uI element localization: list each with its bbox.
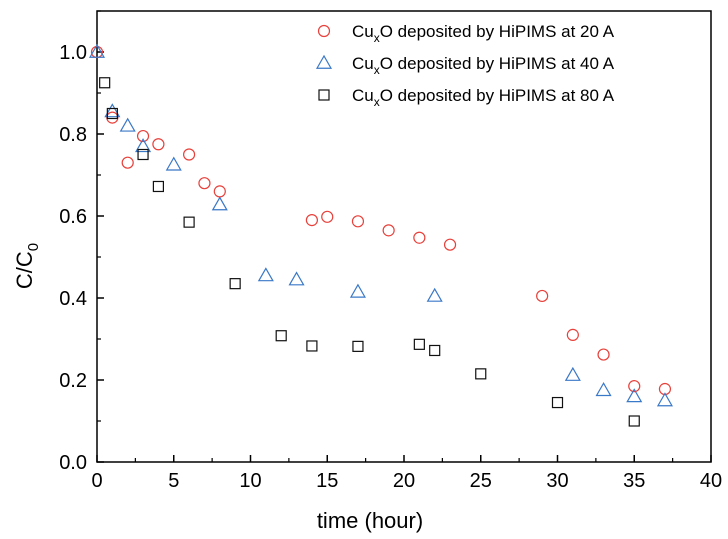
y-axis-title-main: C/C bbox=[12, 251, 37, 289]
data-point-triangle bbox=[119, 117, 136, 132]
data-point-square bbox=[306, 340, 318, 352]
data-point-circle bbox=[106, 111, 119, 124]
axis-ticks bbox=[96, 10, 712, 463]
y-tick-label: 0.4 bbox=[59, 288, 87, 310]
x-tick-label: 30 bbox=[546, 470, 568, 492]
data-point-circle bbox=[628, 380, 641, 393]
data-point-square bbox=[551, 396, 564, 409]
x-tick-label: 25 bbox=[470, 470, 492, 492]
data-markers bbox=[88, 43, 673, 427]
data-point-square bbox=[137, 148, 149, 161]
legend-marker-triangle bbox=[315, 54, 333, 69]
data-point-square bbox=[152, 180, 164, 193]
legend-label-part: O deposited by HiPIMS at 20 A bbox=[380, 22, 615, 41]
y-tick-label: 0.0 bbox=[59, 452, 87, 474]
data-point-triangle bbox=[211, 196, 228, 211]
series-triangle bbox=[88, 43, 673, 407]
y-tick-label: 1.0 bbox=[59, 42, 87, 64]
x-tick-label: 35 bbox=[623, 470, 645, 492]
data-point-circle bbox=[183, 148, 196, 161]
data-point-square bbox=[628, 415, 640, 427]
data-point-triangle bbox=[595, 382, 612, 397]
x-tick-label: 0 bbox=[91, 470, 102, 492]
data-point-square bbox=[275, 330, 287, 342]
data-point-triangle bbox=[257, 267, 274, 282]
y-tick-label: 0.2 bbox=[59, 370, 87, 392]
axis-tick-labels: 0 5 10 15 20 25 30 35 40 0.0 0.2 0.4 0.6 0.8 1.0 bbox=[59, 42, 722, 492]
legend-label: CuxO deposited by HiPIMS at 20 A bbox=[352, 22, 615, 45]
data-point-square bbox=[352, 340, 364, 352]
data-point-triangle bbox=[135, 138, 152, 153]
legend-label-part: O deposited by HiPIMS at 40 A bbox=[380, 54, 615, 73]
x-tick-label: 15 bbox=[316, 470, 338, 492]
data-point-triangle bbox=[349, 283, 366, 298]
data-point-square bbox=[475, 368, 487, 380]
data-point-square bbox=[106, 107, 118, 120]
x-tick-label: 20 bbox=[393, 470, 415, 492]
data-point-triangle bbox=[626, 388, 643, 403]
x-tick-label: 40 bbox=[700, 470, 722, 492]
data-point-circle bbox=[443, 238, 457, 251]
legend-label-subscript: x bbox=[374, 31, 380, 45]
data-point-square bbox=[429, 344, 441, 357]
y-axis-title-subscript: 0 bbox=[25, 243, 42, 251]
data-point-circle bbox=[305, 214, 318, 227]
legend-label-part: Cu bbox=[352, 86, 374, 105]
y-axis-title: C/C0 bbox=[12, 243, 42, 289]
data-point-circle bbox=[351, 215, 365, 228]
data-point-triangle bbox=[104, 103, 121, 118]
data-point-circle bbox=[152, 138, 165, 151]
data-point-circle bbox=[198, 177, 211, 190]
data-point-triangle bbox=[88, 43, 106, 58]
legend-label-part: Cu bbox=[352, 22, 374, 41]
data-point-circle bbox=[536, 289, 549, 303]
data-point-circle bbox=[382, 224, 395, 237]
data-point-triangle bbox=[426, 287, 443, 302]
data-point-triangle bbox=[656, 392, 673, 407]
legend-label-part: Cu bbox=[352, 54, 374, 73]
data-point-triangle bbox=[288, 271, 305, 286]
data-point-circle bbox=[566, 328, 579, 341]
legend-label-subscript: x bbox=[374, 63, 380, 77]
plot-frame bbox=[96, 10, 712, 463]
legend-label-part: O deposited by HiPIMS at 80 A bbox=[380, 86, 615, 105]
legend-marker-square bbox=[318, 89, 330, 101]
x-axis-title: time (hour) bbox=[317, 508, 423, 533]
data-point-circle bbox=[597, 348, 610, 361]
data-point-triangle bbox=[564, 366, 581, 381]
data-point-circle bbox=[121, 156, 134, 169]
x-tick-label: 10 bbox=[239, 470, 261, 492]
data-point-square bbox=[413, 338, 425, 350]
plot-border bbox=[96, 10, 712, 463]
data-point-circle bbox=[136, 129, 150, 143]
data-point-square bbox=[183, 216, 195, 228]
y-tick-label: 0.6 bbox=[59, 206, 87, 228]
data-point-circle bbox=[321, 210, 334, 223]
data-point-triangle bbox=[165, 156, 182, 171]
data-point-square bbox=[229, 278, 241, 290]
legend-label: CuxO deposited by HiPIMS at 80 A bbox=[352, 86, 615, 109]
data-point-circle bbox=[213, 185, 226, 198]
data-point-circle bbox=[413, 231, 426, 244]
legend-label-subscript: x bbox=[374, 95, 380, 109]
x-tick-label: 5 bbox=[168, 470, 179, 492]
series-square bbox=[99, 77, 640, 427]
y-tick-label: 0.8 bbox=[59, 124, 87, 146]
legend-marker-circle bbox=[317, 24, 331, 38]
legend-label: CuxO deposited by HiPIMS at 40 A bbox=[352, 54, 615, 77]
data-point-square bbox=[99, 77, 111, 89]
